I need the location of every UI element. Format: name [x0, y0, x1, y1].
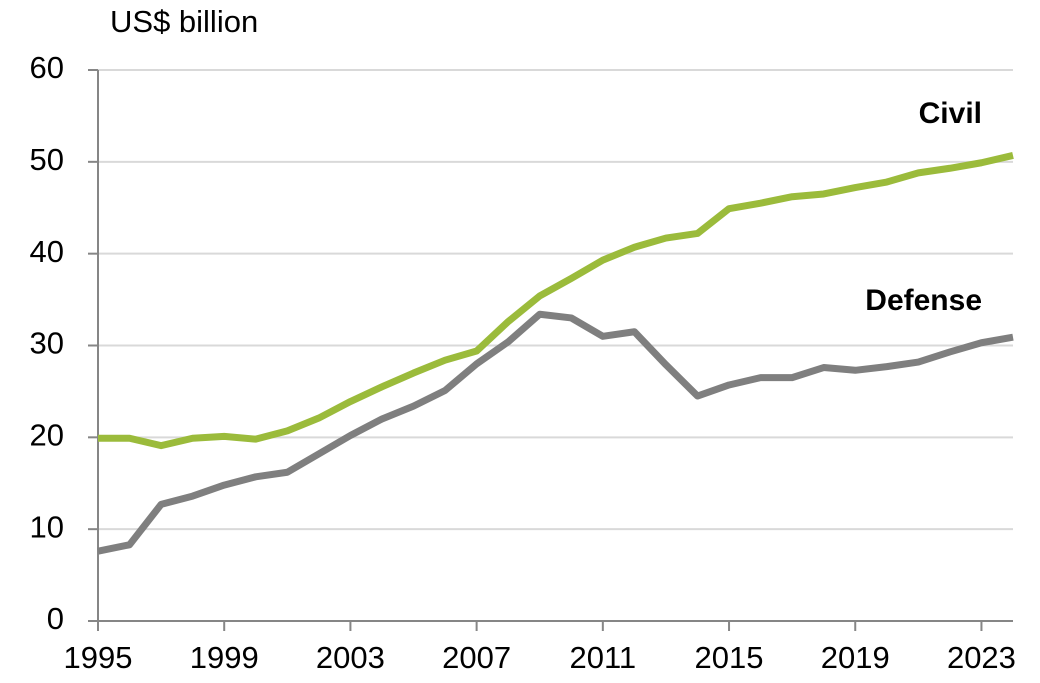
series-label: Civil — [919, 97, 982, 130]
y-tick-label: 50 — [30, 142, 64, 177]
series-line — [98, 151, 1014, 450]
x-tick-label: 2019 — [821, 640, 890, 675]
y-tick-label: 60 — [30, 50, 64, 85]
x-tick-label: 1999 — [190, 640, 259, 675]
series-line — [97, 310, 1014, 555]
y-axis-label: US$ billion — [110, 4, 258, 39]
x-tick-label: 2011 — [569, 640, 636, 675]
x-tick-label: 2023 — [947, 640, 1016, 675]
x-tick-label: 1995 — [64, 640, 133, 675]
y-tick-label: 0 — [47, 601, 64, 636]
x-tick-label: 2003 — [316, 640, 385, 675]
series-label: Defense — [865, 284, 982, 317]
x-tick-label: 2007 — [442, 640, 511, 675]
y-tick-label: 10 — [30, 509, 64, 544]
y-tick-label: 20 — [30, 418, 64, 453]
y-tick-label: 30 — [30, 326, 64, 361]
x-tick-label: 2015 — [695, 640, 764, 675]
y-tick-label: 40 — [30, 234, 64, 269]
